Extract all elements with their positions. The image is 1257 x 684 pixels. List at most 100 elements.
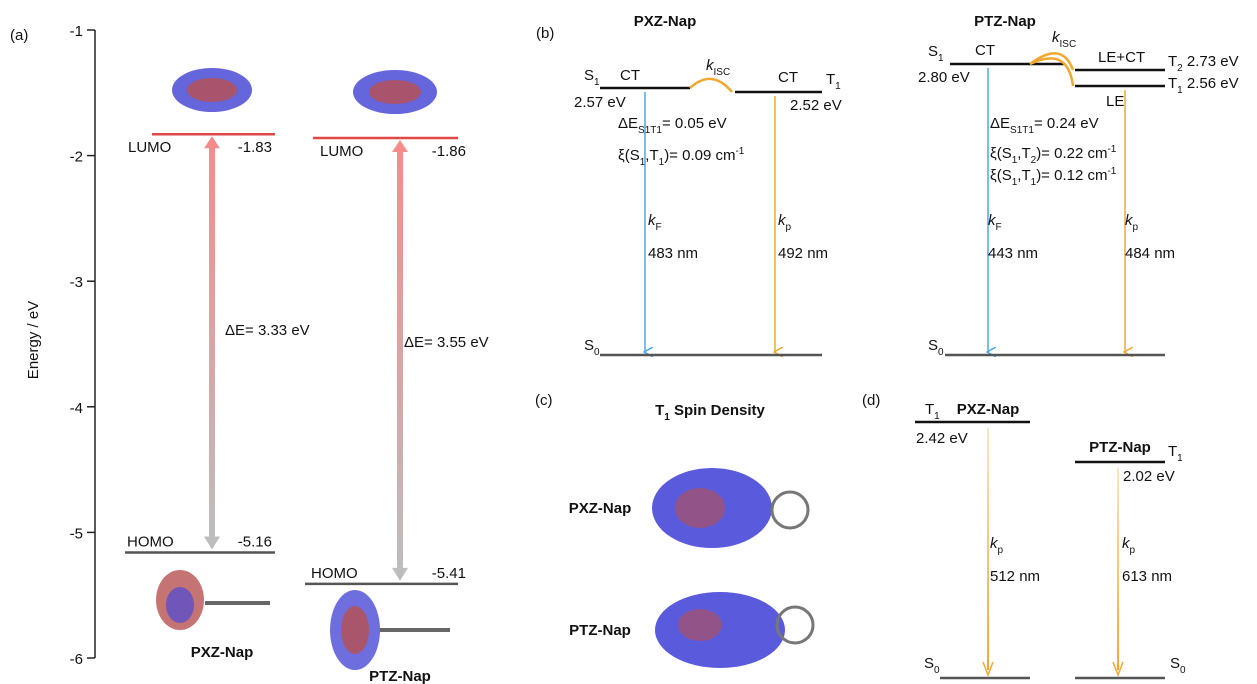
label: S0 bbox=[928, 337, 944, 358]
text-part: 0 bbox=[1180, 665, 1186, 676]
label: kISC bbox=[1052, 29, 1076, 50]
label: CT bbox=[620, 67, 640, 84]
text-part: T bbox=[1168, 443, 1177, 460]
gap-arrow bbox=[209, 146, 215, 538]
text-part: ξ(S bbox=[990, 145, 1012, 162]
homo-label: HOMO bbox=[311, 565, 358, 582]
page: (a)-1-2-3-4-5-6Energy / eVLUMO-1.83HOMO-… bbox=[0, 0, 1257, 684]
text-part: 1 bbox=[934, 411, 940, 422]
panel-label: (b) bbox=[536, 25, 554, 42]
text-part: = 0.24 eV bbox=[1034, 115, 1099, 132]
text-part: ΔE bbox=[990, 115, 1010, 132]
text-part: S bbox=[928, 337, 938, 354]
isc-arrow bbox=[690, 79, 732, 92]
label: CT bbox=[975, 42, 995, 59]
text-part: S bbox=[584, 67, 594, 84]
panel-label: (c) bbox=[535, 392, 553, 409]
label: 2.57 eV bbox=[574, 94, 626, 111]
panel-label: (a) bbox=[10, 27, 28, 44]
label: 2.42 eV bbox=[916, 430, 968, 447]
label: ξ(S1,T2)= 0.22 cm-1 bbox=[990, 144, 1117, 166]
label: S0 bbox=[1170, 655, 1186, 676]
text-part: ,T bbox=[1017, 167, 1030, 184]
label: 2.80 eV bbox=[918, 69, 970, 86]
text-part: ,T bbox=[1017, 145, 1030, 162]
lumo-value: -1.86 bbox=[432, 143, 466, 160]
panel-title: T1 Spin Density bbox=[655, 402, 765, 423]
label: T1 bbox=[1168, 443, 1183, 464]
text-part: = 0.05 eV bbox=[662, 115, 727, 132]
y-tick-label: -5 bbox=[70, 525, 83, 542]
text-part: 1 bbox=[938, 53, 944, 64]
molecule-name: PTZ-Nap bbox=[569, 622, 631, 639]
label: ξ(S1,T1)= 0.12 cm-1 bbox=[990, 166, 1117, 188]
text-part: F bbox=[996, 222, 1002, 233]
label: kF bbox=[988, 212, 1002, 233]
label: kISC bbox=[706, 57, 730, 78]
text-part: 0 bbox=[934, 665, 940, 676]
text-part: 1 bbox=[594, 77, 600, 88]
gap-arrow bbox=[397, 150, 403, 570]
label: T2 2.73 eV bbox=[1168, 53, 1239, 74]
molecule-name: PXZ-Nap bbox=[957, 401, 1020, 418]
homo-label: HOMO bbox=[127, 533, 174, 550]
label: ξ(S1,T1)= 0.09 cm-1 bbox=[618, 146, 745, 168]
molecule-name: PXZ-Nap bbox=[569, 500, 632, 517]
text-part: ξ(S bbox=[990, 167, 1012, 184]
text-part: p bbox=[1130, 545, 1136, 556]
text-part: T bbox=[1168, 75, 1177, 92]
label: T1 bbox=[826, 71, 841, 92]
text-part: -1 bbox=[1107, 144, 1116, 155]
text-part: 1 bbox=[1177, 453, 1183, 464]
label: CT bbox=[778, 69, 798, 86]
y-tick-label: -1 bbox=[70, 23, 83, 40]
label: T1 2.56 eV bbox=[1168, 75, 1239, 96]
label: 484 nm bbox=[1125, 245, 1175, 262]
y-tick-label: -4 bbox=[70, 400, 83, 417]
y-tick-label: -6 bbox=[70, 651, 83, 668]
label: 512 nm bbox=[990, 568, 1040, 585]
label: kp bbox=[1125, 212, 1139, 233]
label: 2.52 eV bbox=[790, 97, 842, 114]
text-part: 2.73 eV bbox=[1183, 53, 1239, 70]
text-part: T bbox=[1168, 53, 1177, 70]
text-part: ISC bbox=[1060, 39, 1077, 50]
text-part: 0 bbox=[594, 347, 600, 358]
label: kF bbox=[648, 212, 662, 233]
text-part: )= 0.22 cm bbox=[1036, 145, 1107, 162]
y-tick-label: -3 bbox=[70, 274, 83, 291]
text-part: S bbox=[584, 337, 594, 354]
transition-arrow bbox=[1117, 468, 1119, 670]
text-part: 2.56 eV bbox=[1183, 75, 1239, 92]
label: 613 nm bbox=[1122, 568, 1172, 585]
transition-arrow bbox=[987, 428, 989, 670]
homo-value: -5.41 bbox=[432, 565, 466, 582]
text-part: 1 bbox=[835, 81, 841, 92]
text-part: 0 bbox=[938, 347, 944, 358]
text-part: T bbox=[655, 402, 664, 419]
molecule-name: PXZ-Nap bbox=[191, 644, 254, 661]
label: kp bbox=[1122, 535, 1136, 556]
label: S0 bbox=[924, 655, 940, 676]
text-part: ΔE bbox=[618, 115, 638, 132]
gap-arrow-head bbox=[204, 536, 220, 549]
text-part: -1 bbox=[735, 146, 744, 157]
figure: (a)-1-2-3-4-5-6Energy / eVLUMO-1.83HOMO-… bbox=[0, 0, 1257, 684]
gap-label: ΔE= 3.55 eV bbox=[404, 334, 489, 351]
text-part: p bbox=[998, 545, 1004, 556]
text-part: T bbox=[925, 401, 934, 418]
label: LE+CT bbox=[1098, 49, 1145, 66]
text-part: S1T1 bbox=[638, 125, 662, 136]
label: 483 nm bbox=[648, 245, 698, 262]
y-tick-label: -2 bbox=[70, 149, 83, 166]
gap-arrow-head bbox=[392, 568, 408, 581]
label: LE bbox=[1106, 93, 1124, 110]
text-part: T bbox=[826, 71, 835, 88]
text-part: Spin Density bbox=[670, 402, 766, 419]
lumo-label: LUMO bbox=[128, 139, 171, 156]
gap-arrow-head bbox=[204, 136, 220, 148]
text-part: -1 bbox=[1107, 166, 1116, 177]
label: S1 bbox=[584, 67, 600, 88]
molecule-name: PTZ-Nap bbox=[1089, 439, 1151, 456]
y-axis-title: Energy / eV bbox=[25, 301, 42, 379]
